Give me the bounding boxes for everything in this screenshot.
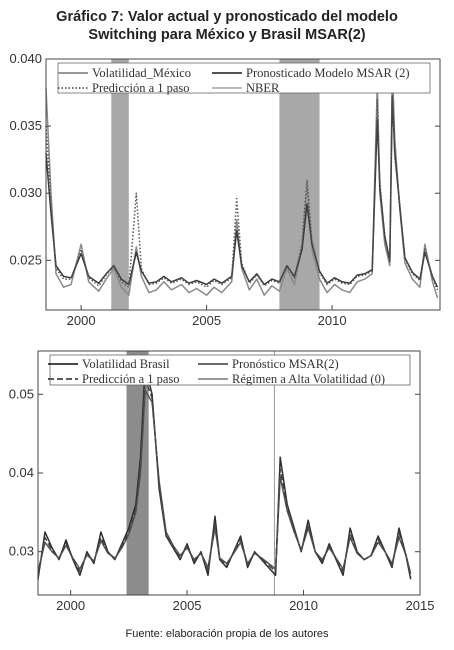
mexico-legend-box [57, 62, 431, 94]
mexico-y-tick-label: 0.030 [9, 185, 42, 200]
brazil-y-tick-label: 0.03 [9, 544, 34, 559]
brazil-series-line-3 [37, 377, 412, 578]
mexico-volatility-chart: 0.025 0.030 0.035 0.040 2000 2005 2010 Volatili… [9, 51, 441, 328]
brazil-legend-label: Régimen a Alta Volatilidad (0) [232, 372, 385, 386]
brazil-x-tick-label: 2015 [406, 598, 435, 613]
mexico-series-line-3 [45, 85, 439, 291]
brazil-legend-label: Pronóstico MSAR(2) [232, 357, 339, 371]
brazil-x-tick-label: 2005 [173, 598, 202, 613]
brazil-y-tick-label: 0.05 [9, 386, 34, 401]
mexico-x-tick-label: 2010 [318, 313, 347, 328]
mexico-legend-label: NBER [246, 81, 280, 95]
chart-title-line-1: Gráfico 7: Valor actual y pronosticado d… [56, 9, 398, 25]
mexico-series-line-1 [45, 64, 439, 299]
brazil-x-tick-label: 2000 [56, 598, 85, 613]
mexico-x-tick-label: 2000 [67, 313, 96, 328]
brazil-legend-label: Volatilidad Brasil [82, 357, 170, 371]
brazil-x-tick-label: 2010 [289, 598, 318, 613]
brazil-volatility-chart: 0.03 0.04 0.05 2000 2005 2010 2015 Volatilidad … [9, 350, 435, 613]
mexico-x-tick-label: 2005 [192, 313, 221, 328]
chart-title-line-2: Switching para México y Brasil MSAR(2) [88, 27, 366, 43]
mexico-shaded-region [111, 59, 129, 310]
brazil-legend-label: Predicción a 1 paso [82, 372, 180, 386]
mexico-y-tick-label: 0.025 [9, 252, 42, 267]
mexico-y-tick-label: 0.040 [9, 51, 42, 66]
source-note: Fuente: elaboración propia de los autore… [125, 628, 329, 640]
brazil-legend-box [49, 354, 411, 386]
mexico-legend-label: Predicción a 1 paso [92, 81, 190, 95]
brazil-y-tick-label: 0.04 [9, 465, 34, 480]
mexico-legend-label: Pronosticado Modelo MSAR (2) [246, 66, 410, 80]
mexico-legend-label: Volatilidad_México [92, 66, 191, 80]
mexico-plot-frame [45, 58, 441, 311]
mexico-y-tick-label: 0.035 [9, 118, 42, 133]
